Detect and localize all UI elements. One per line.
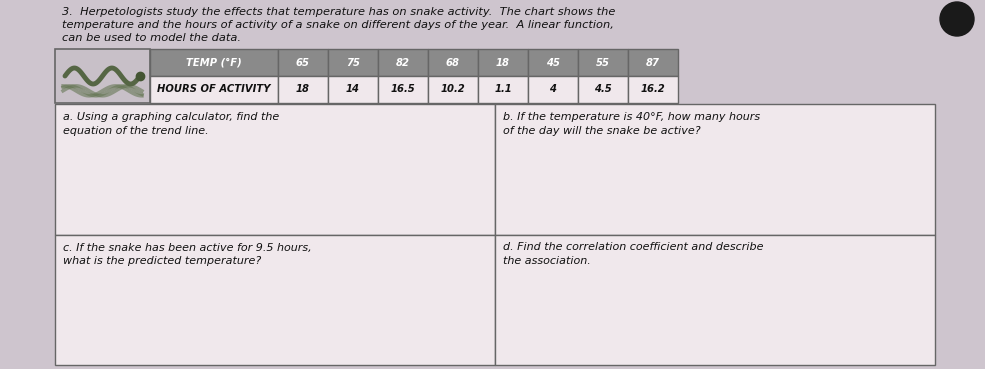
- FancyBboxPatch shape: [478, 49, 528, 76]
- Text: of the day will the snake be active?: of the day will the snake be active?: [503, 126, 700, 136]
- Text: temperature and the hours of activity of a snake on different days of the year. : temperature and the hours of activity of…: [62, 20, 614, 30]
- FancyBboxPatch shape: [150, 49, 278, 76]
- FancyBboxPatch shape: [278, 49, 328, 76]
- Text: 4: 4: [550, 85, 557, 94]
- Text: equation of the trend line.: equation of the trend line.: [63, 126, 209, 136]
- Text: 1.1: 1.1: [494, 85, 512, 94]
- FancyBboxPatch shape: [578, 49, 628, 76]
- FancyBboxPatch shape: [628, 49, 678, 76]
- FancyBboxPatch shape: [55, 49, 150, 103]
- Text: 87: 87: [646, 58, 660, 68]
- FancyBboxPatch shape: [628, 76, 678, 103]
- Text: 68: 68: [446, 58, 460, 68]
- Text: TEMP (°F): TEMP (°F): [186, 58, 242, 68]
- Text: 45: 45: [546, 58, 560, 68]
- Text: b. If the temperature is 40°F, how many hours: b. If the temperature is 40°F, how many …: [503, 112, 760, 122]
- Text: 18: 18: [296, 85, 310, 94]
- Text: 65: 65: [296, 58, 310, 68]
- Text: 14: 14: [346, 85, 360, 94]
- Text: what is the predicted temperature?: what is the predicted temperature?: [63, 256, 261, 266]
- Text: a. Using a graphing calculator, find the: a. Using a graphing calculator, find the: [63, 112, 280, 122]
- FancyBboxPatch shape: [278, 76, 328, 103]
- Circle shape: [940, 2, 974, 36]
- Text: c. If the snake has been active for 9.5 hours,: c. If the snake has been active for 9.5 …: [63, 242, 311, 252]
- FancyBboxPatch shape: [528, 49, 578, 76]
- Text: d. Find the correlation coefficient and describe: d. Find the correlation coefficient and …: [503, 242, 763, 252]
- FancyBboxPatch shape: [528, 76, 578, 103]
- FancyBboxPatch shape: [428, 76, 478, 103]
- Text: can be used to model the data.: can be used to model the data.: [62, 33, 241, 43]
- FancyBboxPatch shape: [495, 104, 935, 235]
- FancyBboxPatch shape: [378, 49, 428, 76]
- FancyBboxPatch shape: [55, 235, 495, 365]
- FancyBboxPatch shape: [328, 49, 378, 76]
- FancyBboxPatch shape: [578, 76, 628, 103]
- Text: 10.2: 10.2: [440, 85, 465, 94]
- FancyBboxPatch shape: [378, 76, 428, 103]
- Text: 55: 55: [596, 58, 610, 68]
- FancyBboxPatch shape: [428, 49, 478, 76]
- FancyBboxPatch shape: [478, 76, 528, 103]
- Text: 3.  Herpetologists study the effects that temperature has on snake activity.  Th: 3. Herpetologists study the effects that…: [62, 7, 616, 17]
- Text: HOURS OF ACTIVITY: HOURS OF ACTIVITY: [158, 85, 271, 94]
- Text: 18: 18: [496, 58, 510, 68]
- Text: 82: 82: [396, 58, 410, 68]
- Text: 16.2: 16.2: [640, 85, 666, 94]
- Text: 4.5: 4.5: [594, 85, 612, 94]
- Text: 16.5: 16.5: [391, 85, 416, 94]
- Text: the association.: the association.: [503, 256, 591, 266]
- FancyBboxPatch shape: [150, 76, 278, 103]
- FancyBboxPatch shape: [328, 76, 378, 103]
- FancyBboxPatch shape: [55, 104, 495, 235]
- Text: 75: 75: [346, 58, 360, 68]
- FancyBboxPatch shape: [495, 235, 935, 365]
